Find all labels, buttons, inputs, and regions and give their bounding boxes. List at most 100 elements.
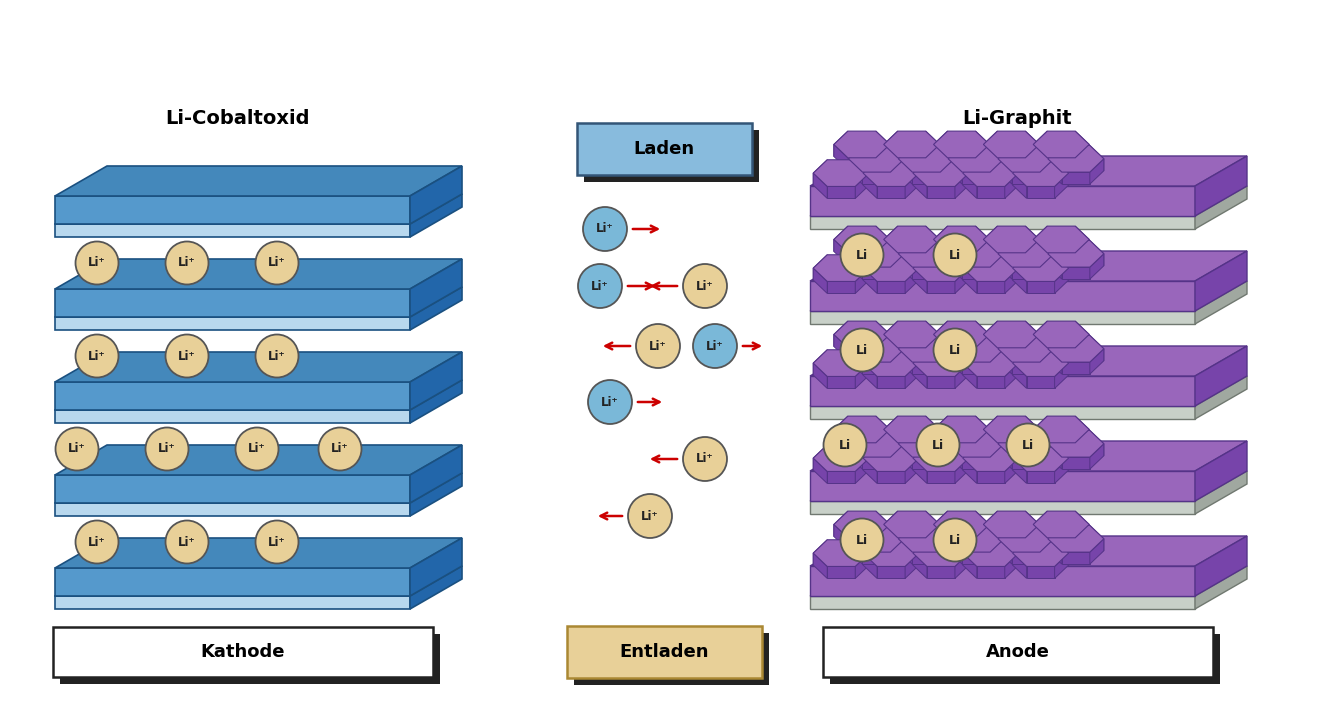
Circle shape [255,242,299,285]
Polygon shape [1013,445,1069,471]
Polygon shape [810,471,1247,501]
Polygon shape [1054,553,1069,578]
Polygon shape [876,321,890,347]
Polygon shape [906,553,919,578]
Polygon shape [912,350,927,375]
Polygon shape [834,524,847,550]
Polygon shape [876,334,890,360]
Polygon shape [1033,321,1089,348]
Polygon shape [883,131,940,158]
Polygon shape [810,186,1247,216]
Text: Li⁺: Li⁺ [88,256,106,269]
Polygon shape [834,240,847,265]
Polygon shape [54,224,410,237]
Polygon shape [906,540,919,565]
Polygon shape [926,429,940,455]
Polygon shape [927,566,955,578]
Polygon shape [834,131,847,156]
Polygon shape [1013,350,1027,375]
Polygon shape [898,348,926,360]
Polygon shape [912,445,969,471]
Polygon shape [54,196,410,224]
Polygon shape [926,334,940,360]
Text: Anode: Anode [985,643,1049,661]
Polygon shape [912,267,940,279]
Polygon shape [934,131,948,156]
Polygon shape [940,240,955,266]
Polygon shape [1195,536,1247,596]
Circle shape [683,437,726,481]
Text: Li: Li [950,534,961,547]
Polygon shape [912,362,940,374]
Polygon shape [977,471,1005,484]
Polygon shape [963,160,977,185]
Polygon shape [830,634,1219,684]
Polygon shape [898,158,926,170]
Polygon shape [963,160,1019,187]
Polygon shape [855,350,870,375]
Polygon shape [54,317,410,330]
Polygon shape [934,511,948,536]
Polygon shape [1012,267,1040,279]
Polygon shape [876,240,890,265]
Polygon shape [948,431,1004,457]
Polygon shape [883,131,898,156]
Polygon shape [984,226,1040,253]
Polygon shape [1005,160,1019,185]
Circle shape [319,427,361,471]
Polygon shape [1048,240,1062,266]
Text: Kathode: Kathode [201,643,284,661]
Polygon shape [912,552,940,564]
Polygon shape [855,458,870,484]
Polygon shape [876,131,890,156]
Polygon shape [891,349,904,374]
Text: Li⁺: Li⁺ [268,536,286,549]
Polygon shape [991,146,1004,171]
Polygon shape [984,524,997,550]
Polygon shape [1195,471,1247,514]
Polygon shape [1076,511,1089,536]
Polygon shape [963,350,977,375]
Polygon shape [862,552,891,564]
Polygon shape [1013,363,1027,389]
Polygon shape [1048,159,1062,184]
Polygon shape [810,406,1195,419]
Circle shape [1007,424,1049,466]
Polygon shape [898,526,912,551]
Polygon shape [1033,511,1089,538]
Polygon shape [883,240,898,265]
Polygon shape [834,334,847,360]
Polygon shape [940,444,955,469]
Polygon shape [1048,444,1062,469]
Polygon shape [813,350,827,375]
Polygon shape [54,382,410,410]
Polygon shape [1027,566,1054,578]
Polygon shape [948,158,976,170]
Polygon shape [934,321,989,348]
Polygon shape [863,458,876,484]
Polygon shape [984,511,997,536]
Circle shape [583,207,627,251]
Polygon shape [1195,156,1247,216]
Polygon shape [1076,145,1089,170]
Polygon shape [410,473,462,516]
Polygon shape [410,566,462,609]
Polygon shape [1040,335,1054,361]
Circle shape [916,424,960,466]
Polygon shape [977,187,1005,198]
Polygon shape [948,253,976,265]
Polygon shape [1054,255,1069,280]
Polygon shape [810,251,1247,281]
Polygon shape [1025,226,1040,251]
Polygon shape [955,173,969,198]
Polygon shape [963,363,977,389]
Polygon shape [813,458,827,484]
Polygon shape [855,553,870,578]
Polygon shape [976,321,989,347]
Polygon shape [1005,268,1019,293]
Polygon shape [1013,350,1069,376]
Polygon shape [834,321,890,348]
Polygon shape [410,194,462,237]
Polygon shape [955,363,969,389]
Text: Li⁺: Li⁺ [88,536,106,549]
